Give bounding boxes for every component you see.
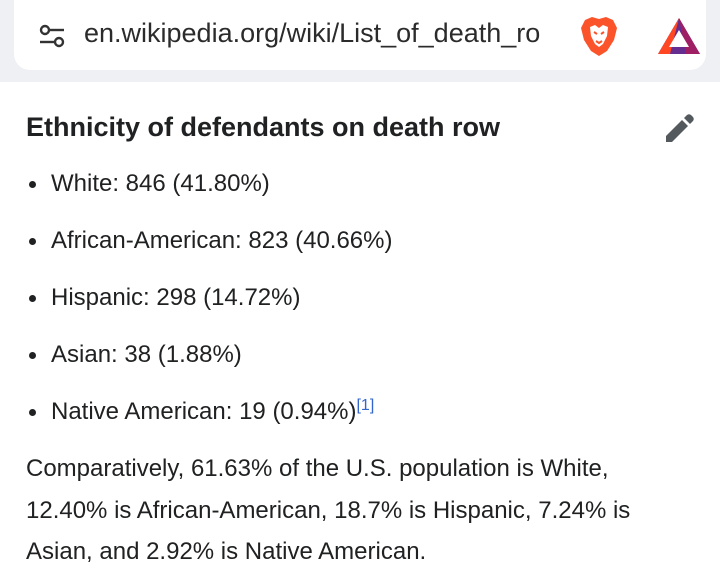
list-item-text: Hispanic: 298 (14.72%): [51, 284, 301, 311]
bullet: [29, 238, 36, 245]
list-item: Hispanic: 298 (14.72%): [0, 280, 720, 337]
bullet: [29, 409, 36, 416]
list-item: Native American: 19 (0.94%)[1]: [0, 394, 720, 451]
list-item: Asian: 38 (1.88%): [0, 337, 720, 394]
list-item-text: White: 846 (41.80%): [51, 170, 270, 197]
list-item: African-American: 823 (40.66%): [0, 223, 720, 280]
url-text[interactable]: en.wikipedia.org/wiki/List_of_death_ro: [84, 18, 541, 48]
reference-link[interactable]: [1]: [356, 397, 375, 414]
bat-rewards-icon[interactable]: [656, 16, 702, 56]
list-item: White: 846 (41.80%): [0, 166, 720, 223]
brave-lion-icon[interactable]: [577, 14, 621, 58]
tune-icon[interactable]: [38, 22, 66, 50]
list-item-text: African-American: 823 (40.66%): [51, 227, 393, 254]
list-item-text: Asian: 38 (1.88%): [51, 341, 242, 368]
address-bar[interactable]: en.wikipedia.org/wiki/List_of_death_ro: [14, 0, 706, 70]
article-section: Ethnicity of defendants on death row Whi…: [0, 82, 720, 581]
bullet: [29, 181, 36, 188]
pencil-icon[interactable]: [662, 112, 696, 146]
section-heading: Ethnicity of defendants on death row: [26, 112, 501, 142]
ethnicity-list: White: 846 (41.80%) African-American: 82…: [0, 166, 720, 451]
browser-toolbar: en.wikipedia.org/wiki/List_of_death_ro: [0, 0, 720, 82]
list-item-text: Native American: 19 (0.94%): [51, 398, 357, 425]
bullet: [29, 352, 36, 359]
bullet: [29, 295, 36, 302]
comparison-paragraph: Comparatively, 61.63% of the U.S. popula…: [26, 455, 631, 565]
